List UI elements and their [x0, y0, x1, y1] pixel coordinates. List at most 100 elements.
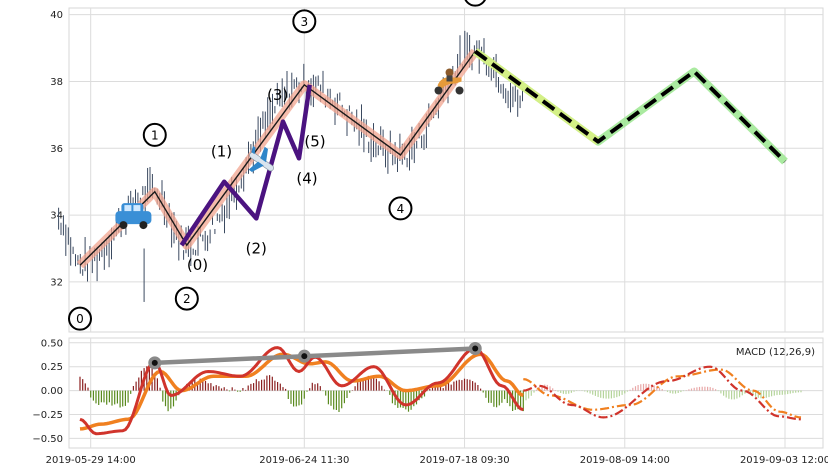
- macd-histogram-bar: [116, 390, 118, 404]
- macd-histogram-bar: [405, 390, 407, 410]
- macd-histogram-bar: [90, 390, 92, 398]
- macd-histogram-bar: [309, 388, 311, 391]
- airplane-wing: [260, 146, 268, 163]
- wave-label-circle: [142, 122, 167, 147]
- macd-histogram-bar: [701, 386, 703, 391]
- macd-histogram-bar: [674, 390, 677, 394]
- macd-histogram-bar: [501, 390, 503, 403]
- macd-histogram-bar: [407, 390, 410, 412]
- macd-histogram-bar: [303, 390, 305, 399]
- macd-histogram-bar: [100, 390, 102, 403]
- wave-label: 2: [183, 292, 191, 306]
- car-body: [115, 211, 152, 225]
- wave-label: 4: [397, 202, 405, 216]
- macd-histogram-bar: [202, 380, 204, 391]
- macd-histogram-bar: [522, 390, 524, 412]
- macd-histogram-bar: [704, 386, 706, 391]
- macd-histogram-bar: [204, 381, 207, 391]
- macd-histogram-bar: [450, 384, 452, 391]
- macd-histogram-bar: [170, 390, 172, 409]
- macd-histogram-bar: [311, 382, 313, 391]
- macd-histogram-bar: [682, 390, 685, 392]
- macd-histogram-bar: [413, 390, 415, 407]
- macd-histogram-bar: [402, 390, 404, 408]
- macd-histogram-bar: [156, 378, 158, 391]
- macd-histogram-bar: [196, 381, 199, 391]
- macd-histogram-bar: [680, 390, 682, 393]
- car-wheel: [119, 221, 128, 230]
- macd-histogram-bar: [98, 390, 100, 405]
- macd-histogram-bar: [381, 385, 383, 391]
- macd-histogram-bar: [658, 387, 661, 391]
- macd-histogram-bar: [437, 385, 439, 391]
- macd-projection-line: [523, 365, 802, 421]
- price-y-tick-label: 34: [50, 211, 63, 222]
- macd-histogram-bar: [517, 390, 519, 410]
- macd-histogram-bar: [266, 375, 268, 391]
- macd-histogram-bar: [712, 387, 714, 391]
- macd-histogram-bar: [258, 381, 260, 391]
- macd-histogram-bar: [455, 380, 458, 391]
- macd-histogram-bar: [220, 388, 223, 391]
- price-panel: 3234363840012345(0)(1)(2)(3)(4)(5): [50, 0, 824, 333]
- macd-histogram-bar: [434, 385, 436, 391]
- scooter-wheel: [434, 86, 443, 95]
- macd-histogram-bar: [533, 390, 535, 393]
- macd-histogram-bar: [757, 390, 759, 398]
- macd-histogram-bar: [586, 390, 588, 393]
- macd-histogram-bar: [760, 390, 762, 399]
- macd-histogram-bar: [755, 390, 757, 397]
- macd-histogram-bar: [346, 390, 348, 398]
- macd-histogram-bar: [592, 390, 594, 395]
- car-window: [133, 205, 141, 212]
- macd-histogram-bar: [629, 389, 631, 391]
- macd-histogram-bar: [218, 386, 220, 391]
- macd-histogram-bar: [375, 378, 377, 391]
- macd-histogram-bar: [106, 390, 108, 405]
- macd-histogram-bar: [723, 390, 725, 396]
- macd-histogram-bar: [771, 390, 773, 397]
- macd-histogram-bar: [298, 390, 300, 406]
- macd-histogram-bar: [528, 390, 530, 399]
- macd-histogram-bar: [242, 388, 244, 391]
- macd-histogram-bar: [453, 381, 455, 391]
- macd-histogram-bar: [800, 390, 802, 393]
- macd-histogram-bar: [781, 390, 783, 395]
- macd-histogram-bar: [263, 379, 265, 391]
- macd-histogram-bar: [624, 390, 626, 394]
- macd-histogram-bar: [293, 390, 295, 407]
- macd-histogram-bar: [496, 390, 498, 408]
- macd-histogram-bar: [277, 382, 279, 391]
- macd-histogram-bar: [245, 389, 247, 391]
- macd-histogram-bar: [271, 376, 273, 391]
- macd-histogram-bar: [698, 386, 701, 391]
- macd-histogram-bar: [154, 373, 156, 391]
- macd-histogram-bar: [167, 390, 169, 412]
- macd-histogram-bar: [463, 378, 466, 391]
- sub-wave-label: (4): [296, 169, 317, 187]
- car-wheel: [139, 221, 148, 230]
- macd-histogram-bar: [237, 390, 239, 392]
- x-tick-label: 2019-06-24 11:30: [259, 455, 349, 466]
- macd-histogram-bar: [146, 366, 148, 391]
- macd-histogram-bar: [707, 386, 709, 391]
- macd-histogram-bar: [597, 390, 599, 397]
- macd-histogram-bar: [530, 390, 532, 396]
- macd-histogram-bar: [490, 390, 492, 403]
- price-y-tick-label: 36: [50, 144, 63, 155]
- macd-histogram-bar: [584, 390, 586, 392]
- macd-histogram-bar: [672, 390, 674, 394]
- scooter-rider-head: [445, 68, 454, 77]
- macd-histogram-bar: [594, 390, 596, 396]
- macd-histogram-bar: [634, 386, 637, 391]
- macd-y-tick-label: 0.50: [41, 338, 63, 349]
- macd-histogram-bar: [445, 383, 447, 391]
- macd-histogram-bar: [378, 381, 380, 391]
- macd-histogram-bar: [442, 388, 444, 391]
- car-icon: [115, 203, 152, 230]
- macd-histogram-bar: [132, 386, 134, 391]
- macd-histogram-bar: [426, 390, 428, 392]
- macd-histogram-bar: [431, 386, 434, 391]
- macd-histogram-bar: [493, 390, 495, 407]
- wave-label-circle: [68, 306, 92, 331]
